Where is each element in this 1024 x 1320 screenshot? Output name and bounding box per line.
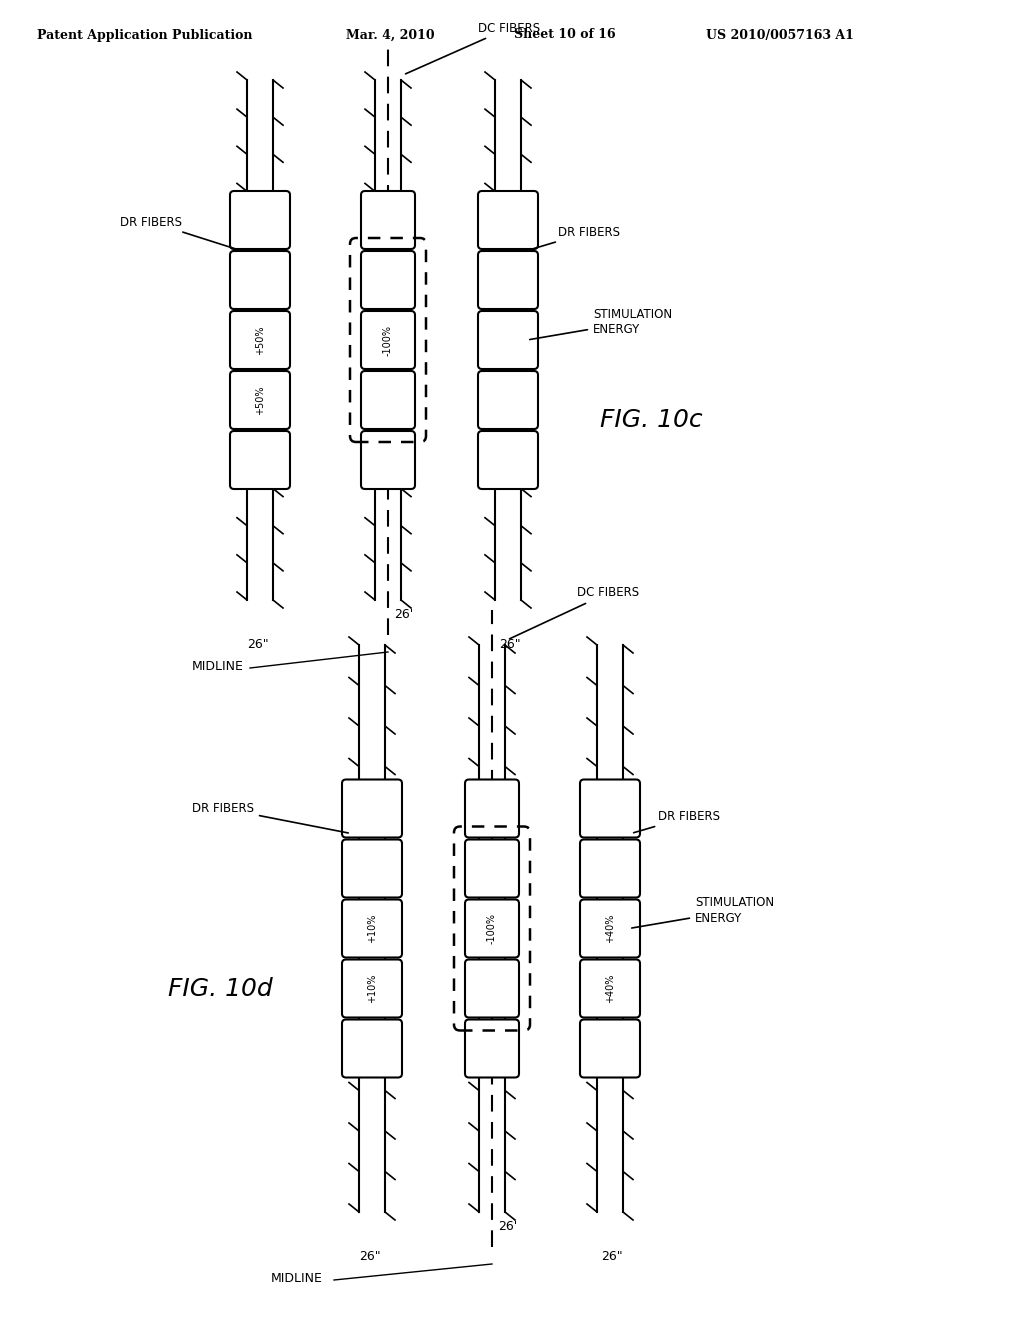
Text: +10%: +10% [367,974,377,1003]
FancyBboxPatch shape [478,371,538,429]
Text: DC FIBERS: DC FIBERS [406,21,540,74]
Text: US 2010/0057163 A1: US 2010/0057163 A1 [707,29,854,41]
FancyBboxPatch shape [361,371,415,429]
FancyBboxPatch shape [361,312,415,370]
FancyBboxPatch shape [230,191,290,249]
FancyBboxPatch shape [580,780,640,837]
Text: MIDLINE: MIDLINE [193,660,244,673]
Text: 26": 26" [247,638,269,651]
FancyBboxPatch shape [361,251,415,309]
Text: +10%: +10% [367,913,377,944]
FancyBboxPatch shape [342,1019,402,1077]
Text: Sheet 10 of 16: Sheet 10 of 16 [514,29,615,41]
FancyBboxPatch shape [361,432,415,488]
Text: 26": 26" [499,638,521,651]
Text: Mar. 4, 2010: Mar. 4, 2010 [346,29,434,41]
Text: -100%: -100% [487,913,497,944]
Text: DR FIBERS: DR FIBERS [634,810,720,833]
Text: FIG. 10c: FIG. 10c [600,408,702,432]
FancyBboxPatch shape [465,780,519,837]
Text: DR FIBERS: DR FIBERS [120,215,237,249]
FancyBboxPatch shape [478,432,538,488]
FancyBboxPatch shape [361,191,415,249]
FancyBboxPatch shape [230,251,290,309]
FancyBboxPatch shape [230,432,290,488]
Text: FIG. 10d: FIG. 10d [168,977,272,1001]
Text: DC FIBERS: DC FIBERS [510,586,639,639]
FancyBboxPatch shape [342,780,402,837]
Text: 26": 26" [359,1250,381,1263]
Text: STIMULATION
ENERGY: STIMULATION ENERGY [632,896,774,928]
Text: +40%: +40% [605,974,615,1003]
FancyBboxPatch shape [478,191,538,249]
FancyBboxPatch shape [580,840,640,898]
Text: +40%: +40% [605,913,615,944]
FancyBboxPatch shape [230,371,290,429]
FancyBboxPatch shape [342,899,402,957]
FancyBboxPatch shape [580,1019,640,1077]
FancyBboxPatch shape [465,960,519,1018]
Text: +50%: +50% [255,325,265,355]
FancyBboxPatch shape [342,960,402,1018]
Text: MIDLINE: MIDLINE [271,1272,323,1284]
FancyBboxPatch shape [478,312,538,370]
FancyBboxPatch shape [465,840,519,898]
FancyBboxPatch shape [580,899,640,957]
Text: Patent Application Publication: Patent Application Publication [37,29,253,41]
Text: -100%: -100% [383,325,393,355]
FancyBboxPatch shape [580,960,640,1018]
Text: STIMULATION
ENERGY: STIMULATION ENERGY [529,308,672,339]
Text: 26': 26' [394,609,414,620]
Text: DR FIBERS: DR FIBERS [193,803,348,833]
FancyBboxPatch shape [230,312,290,370]
FancyBboxPatch shape [465,1019,519,1077]
FancyBboxPatch shape [478,251,538,309]
FancyBboxPatch shape [342,840,402,898]
Text: +50%: +50% [255,385,265,414]
Text: 26": 26" [601,1250,623,1263]
Text: DR FIBERS: DR FIBERS [531,226,620,249]
Text: 26': 26' [498,1220,517,1233]
FancyBboxPatch shape [465,899,519,957]
